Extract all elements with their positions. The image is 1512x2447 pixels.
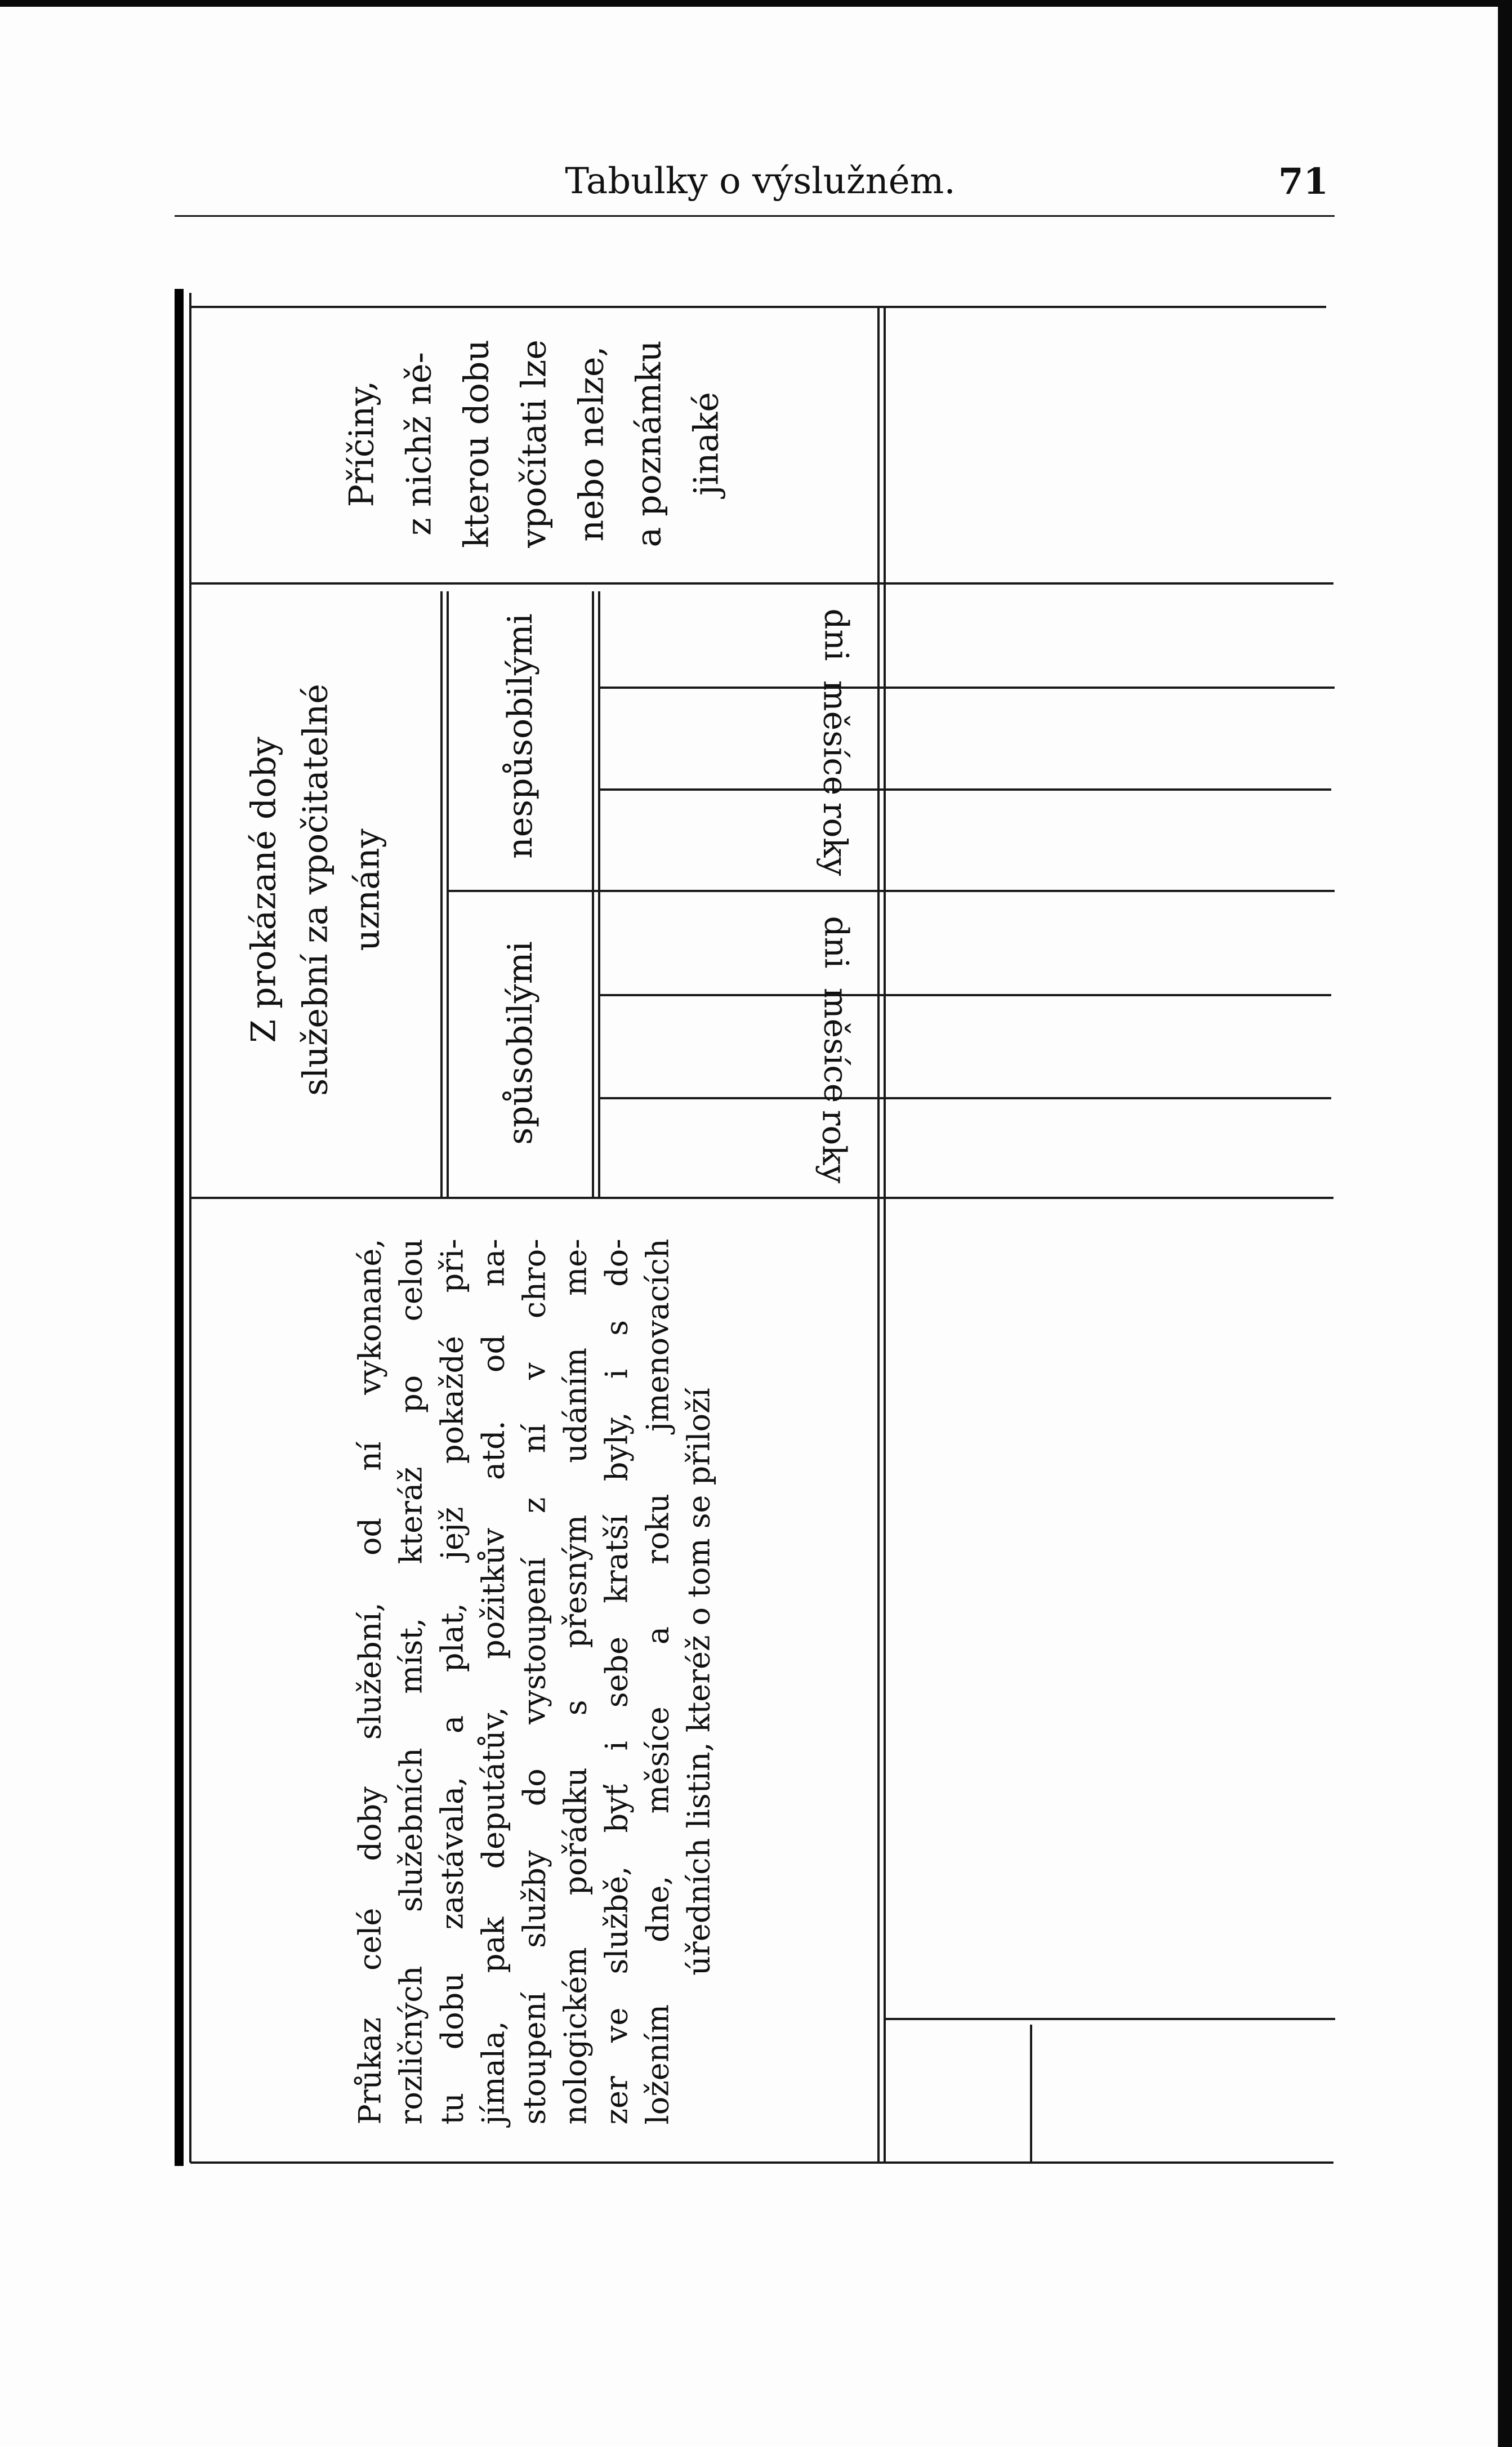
- lower-divider: [1030, 2025, 1032, 2161]
- unit-label: roky: [816, 802, 854, 876]
- fit-years-header: roky: [598, 1097, 876, 1197]
- proof-line: rozličných služebních míst, kteráž po ce…: [393, 1238, 429, 2125]
- header-line: a poznámku: [629, 340, 669, 547]
- header-line: jinaké: [686, 391, 726, 496]
- header-line: uznány: [347, 828, 387, 951]
- table-thick-left-border: [175, 289, 184, 2166]
- rule-unit: [599, 687, 1335, 689]
- header-body-divider: [877, 306, 880, 2163]
- header-body-divider-2: [884, 306, 886, 2163]
- table-top-rule: [190, 306, 1326, 308]
- unit-label: roky: [815, 1109, 854, 1184]
- table-left-border: [189, 293, 191, 2163]
- sub-divider: [440, 591, 443, 1197]
- rule-unfit-fit: [448, 890, 1335, 892]
- running-title: Tabulky o výslužném.: [565, 161, 956, 202]
- proof-line: zer ve službě, byť i sebe kratší byly, i…: [599, 1238, 634, 2125]
- unfit-label: nespůsobilými: [501, 613, 540, 859]
- header-rule: [175, 215, 1335, 217]
- scan-edge-top: [0, 0, 1512, 7]
- proof-line: jímala, pak deputátův, požitkův atd. od …: [475, 1238, 511, 2125]
- header-line: kterou dobu: [457, 339, 497, 549]
- unfit-header: nespůsobilými: [448, 582, 592, 890]
- fit-header: spůsobilými: [448, 889, 592, 1197]
- rule-unit: [599, 994, 1331, 996]
- fit-label: spůsobilými: [501, 941, 540, 1145]
- scan-edge-right: [1498, 0, 1512, 2447]
- unit-label: měsíce: [816, 680, 855, 796]
- unfit-months-header: měsíce: [599, 680, 877, 795]
- unit-divider-2: [598, 591, 600, 1197]
- rule-unit: [599, 1097, 1331, 1099]
- proof-line: úředních listin, kteréž o tom se přiloží: [681, 1388, 716, 1976]
- proof-header: Průkaz celé doby služební, od ní vykonan…: [190, 1200, 878, 2164]
- header-line: Příčiny,: [342, 380, 382, 507]
- header-line: služební za vpočitatelné: [296, 684, 336, 1096]
- rule-lower: [885, 2018, 1335, 2020]
- unfit-years-header: roky: [599, 788, 877, 890]
- proof-line: nologickém pořádku s přesným udáním me-: [557, 1238, 593, 2125]
- proof-line: tu dobu zastávala, a plat, jejž pokaždé …: [434, 1238, 470, 2125]
- unit-label: dni: [817, 916, 856, 969]
- header-line: Z prokázané doby: [244, 737, 284, 1043]
- header-line: vpočítati lze: [514, 340, 554, 548]
- proof-line: stoupení služby do vystoupení z ní v chr…: [516, 1238, 552, 2125]
- proof-line: Průkaz celé doby služební, od ní vykonan…: [352, 1238, 387, 2125]
- table-bottom-rule: [190, 2161, 1333, 2164]
- rule-recognized: [190, 1197, 1333, 1199]
- rule-unit: [599, 788, 1331, 791]
- rule-reasons: [190, 582, 1333, 585]
- header-line: z nichž ně-: [399, 352, 439, 536]
- unit-label: měsíce: [817, 987, 855, 1103]
- unit-label: dni: [817, 608, 856, 661]
- unfit-days-header: dni: [600, 583, 878, 687]
- proof-line: ložením dne, měsíce a roku jmenovacích: [640, 1238, 675, 2125]
- unit-divider: [592, 591, 594, 1197]
- header-line: nebo nelze,: [572, 346, 612, 542]
- reasons-header: Příčiny, z nichž ně- kterou dobu vpočíta…: [190, 306, 878, 582]
- fit-days-header: dni: [600, 890, 878, 995]
- sub-divider-2: [447, 591, 449, 1197]
- fit-months-header: měsíce: [600, 988, 878, 1103]
- page-number: 71: [1278, 161, 1329, 203]
- recognized-header: Z prokázané doby služební za vpočitateln…: [190, 583, 441, 1197]
